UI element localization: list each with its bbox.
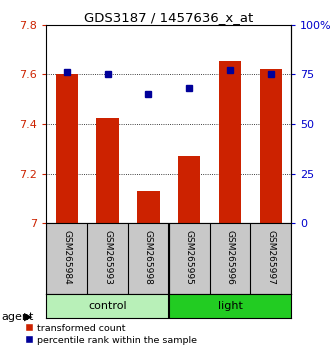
Text: GSM265984: GSM265984 xyxy=(62,230,71,285)
Text: light: light xyxy=(217,301,243,311)
Bar xyxy=(137,191,160,223)
Bar xyxy=(219,61,241,223)
Legend: transformed count, percentile rank within the sample: transformed count, percentile rank withi… xyxy=(22,320,201,348)
Text: GSM265993: GSM265993 xyxy=(103,230,112,285)
Text: control: control xyxy=(88,301,127,311)
Text: GSM265997: GSM265997 xyxy=(266,230,275,285)
Bar xyxy=(178,156,201,223)
Text: GSM265995: GSM265995 xyxy=(185,230,194,285)
Bar xyxy=(46,294,169,318)
Bar xyxy=(56,74,78,223)
Bar xyxy=(96,118,119,223)
Bar xyxy=(260,69,282,223)
Text: agent: agent xyxy=(2,312,34,322)
Text: GSM265998: GSM265998 xyxy=(144,230,153,285)
Text: ▶: ▶ xyxy=(24,312,32,322)
Bar xyxy=(169,294,291,318)
Title: GDS3187 / 1457636_x_at: GDS3187 / 1457636_x_at xyxy=(84,11,254,24)
Text: GSM265996: GSM265996 xyxy=(225,230,235,285)
